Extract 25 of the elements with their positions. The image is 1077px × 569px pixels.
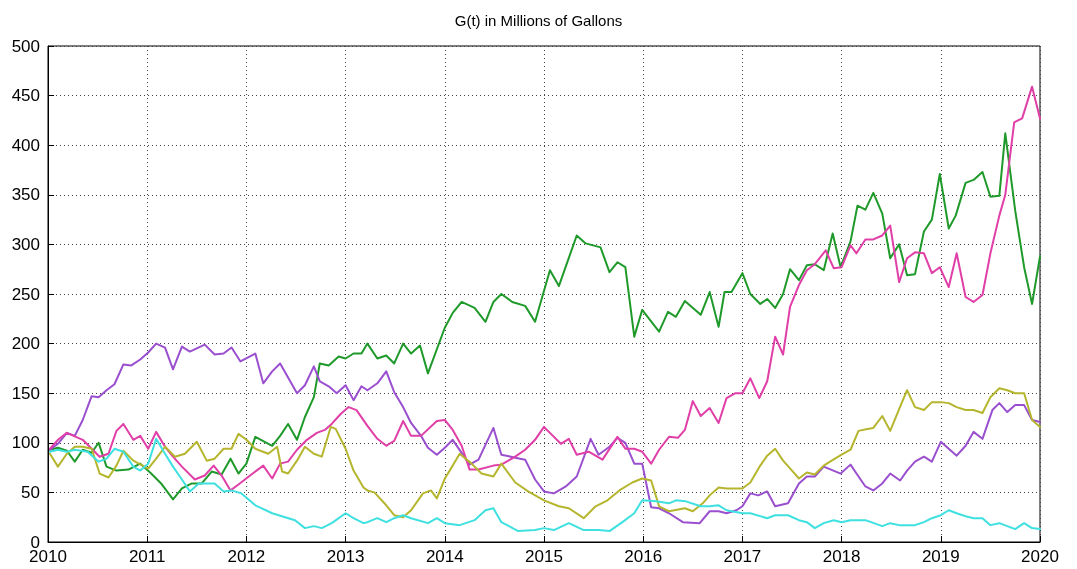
x-tick-label: 2019 [921, 547, 960, 566]
x-tick-label: 2018 [822, 547, 861, 566]
chart-title: G(t) in Millions of Gallons [454, 12, 623, 29]
y-tick-label: 300 [11, 234, 40, 254]
y-tick-label: 150 [11, 383, 40, 403]
y-tick-label: 350 [11, 185, 40, 205]
y-tick-label: 100 [11, 433, 40, 453]
y-tick-label: 250 [11, 284, 40, 304]
y-tick-label: 50 [21, 482, 40, 502]
x-tick-label: 2017 [723, 547, 762, 566]
x-tick-label: 2016 [624, 547, 663, 566]
y-tick-label: 400 [11, 135, 40, 155]
y-tick-label: 200 [11, 334, 40, 354]
x-tick-label: 2012 [227, 547, 266, 566]
x-tick-label: 2013 [326, 547, 365, 566]
y-tick-label: 500 [11, 36, 40, 56]
x-tick-label: 2020 [1021, 547, 1059, 566]
line-series [48, 387, 1041, 520]
line-series [48, 437, 1041, 533]
x-tick-label: 2014 [425, 547, 464, 566]
x-tick-label: 2015 [525, 547, 563, 566]
y-tick-label: 450 [11, 86, 40, 106]
x-tick-label: 2010 [29, 547, 67, 566]
x-tick-label: 2011 [128, 547, 166, 566]
line-series [48, 342, 1041, 525]
